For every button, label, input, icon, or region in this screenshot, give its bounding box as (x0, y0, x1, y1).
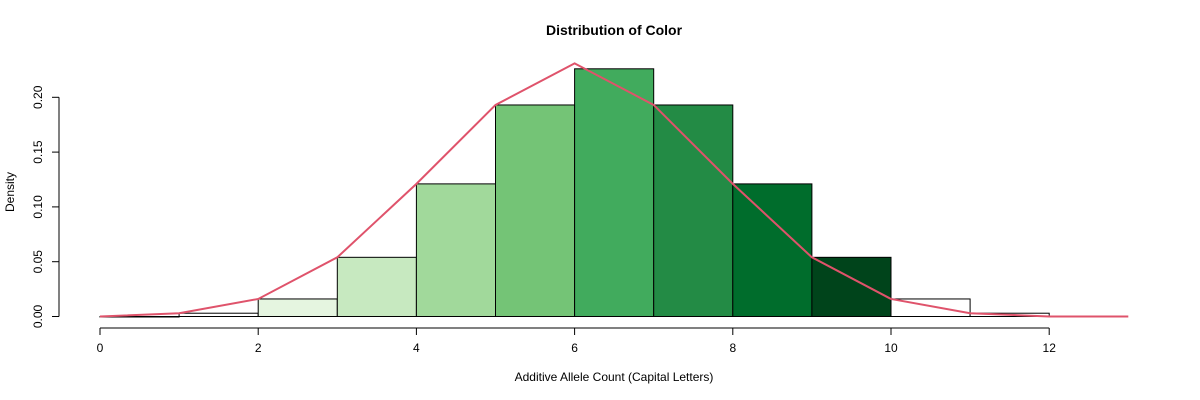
x-tick-label: 8 (729, 341, 736, 355)
histogram-bar (495, 104, 576, 317)
y-tick-label: 0.00 (31, 304, 45, 328)
x-axis-label: Additive Allele Count (Capital Letters) (515, 370, 714, 384)
histogram-bar (811, 256, 892, 318)
bars-layer (99, 68, 1050, 318)
histogram-bar (415, 183, 496, 317)
y-tick-label: 0.15 (31, 140, 45, 164)
y-tick-label: 0.10 (31, 195, 45, 219)
histogram-bar (257, 298, 338, 317)
y-axis-label: Density (3, 172, 17, 212)
y-tick-label: 0.20 (31, 85, 45, 109)
histogram-bar (178, 312, 259, 318)
y-axis: 0.00 0.05 0.10 0.15 0.20 (31, 85, 60, 328)
histogram-bar (574, 68, 655, 317)
x-tick-label: 10 (884, 341, 898, 355)
x-tick-label: 2 (255, 341, 262, 355)
x-tick-label: 12 (1043, 341, 1057, 355)
density-curve-layer (99, 62, 1129, 318)
chart-title: Distribution of Color (546, 22, 683, 38)
histogram-bar (336, 256, 417, 318)
histogram-bar (732, 183, 813, 317)
y-tick-label: 0.05 (31, 250, 45, 274)
x-axis: 0 2 4 6 8 10 12 (97, 327, 1057, 355)
histogram-bar (653, 104, 734, 317)
density-curve (99, 62, 1129, 318)
x-tick-label: 4 (413, 341, 420, 355)
x-tick-label: 0 (97, 341, 104, 355)
x-tick-label: 6 (571, 341, 578, 355)
